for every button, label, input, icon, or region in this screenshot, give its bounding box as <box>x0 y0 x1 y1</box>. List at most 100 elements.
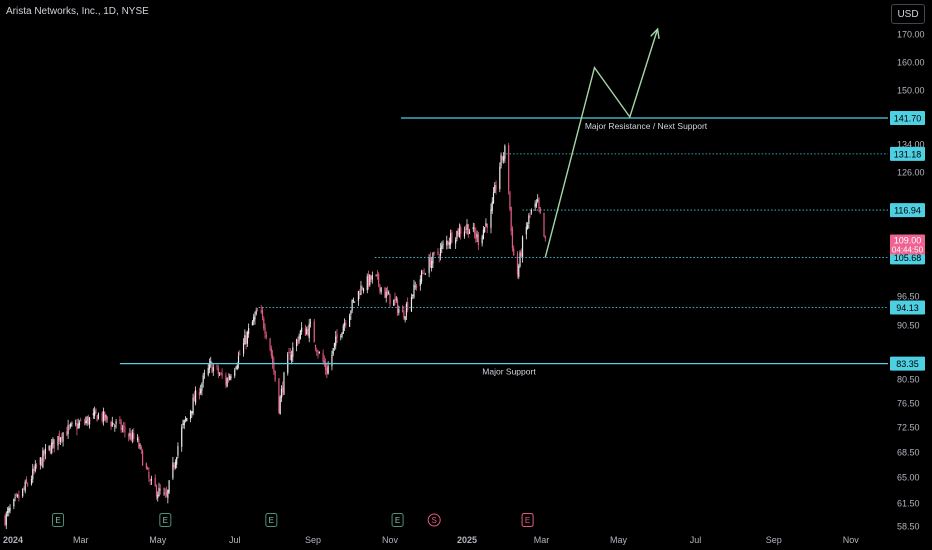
candle-body <box>458 228 461 237</box>
svg-text:E: E <box>525 516 530 525</box>
candle-body <box>123 426 125 428</box>
candle-body <box>158 488 160 497</box>
candle-body <box>33 468 35 471</box>
candle-body <box>457 228 459 236</box>
candle-body <box>438 256 440 258</box>
candle-body <box>316 350 318 353</box>
candle-body <box>48 445 50 450</box>
candle-body <box>13 499 15 507</box>
candle-body <box>75 423 77 425</box>
candle-body <box>380 287 382 293</box>
candle-body <box>112 423 115 425</box>
candle-body <box>333 342 336 348</box>
candle-body <box>386 290 389 294</box>
candle-body <box>525 227 527 235</box>
candle-body <box>289 352 291 361</box>
candle-body <box>309 322 312 324</box>
candle-body <box>283 372 285 395</box>
candle-body <box>202 375 204 383</box>
candle-body <box>85 420 87 423</box>
candle-body <box>342 325 344 334</box>
candle-body <box>396 299 399 314</box>
candle-body <box>327 365 329 374</box>
level-price-label: 105.68 <box>894 253 922 263</box>
candle-body <box>323 360 325 365</box>
candle-body <box>317 353 319 355</box>
candle-body <box>32 468 34 480</box>
candle-body <box>230 376 232 379</box>
candle-body <box>150 479 153 481</box>
candle-body <box>455 239 457 244</box>
candle-body <box>485 223 487 227</box>
candle-body <box>52 439 54 444</box>
candle-body <box>352 299 354 302</box>
candle-body <box>465 229 467 230</box>
candle-body <box>389 294 391 305</box>
candle-body <box>157 494 159 499</box>
currency-button[interactable]: USD <box>891 4 925 24</box>
candle-body <box>106 417 108 420</box>
y-tick-label: 65.00 <box>897 473 920 483</box>
candle-body <box>184 419 187 421</box>
earnings-event-icon[interactable]: E <box>159 513 172 527</box>
candle-body <box>218 374 221 376</box>
earnings-event-icon[interactable]: E <box>391 513 404 527</box>
candle-body <box>336 334 338 338</box>
candle-body <box>265 335 267 338</box>
candle-body <box>164 493 166 494</box>
earnings-event-icon[interactable]: E <box>52 513 65 527</box>
candle-body <box>119 419 121 421</box>
candle-body <box>248 328 250 334</box>
candle-body <box>274 370 276 381</box>
split-event-icon[interactable]: S <box>427 513 441 527</box>
candle-body <box>535 202 538 206</box>
candle-body <box>207 367 209 375</box>
candle-body <box>442 243 444 246</box>
candle-body <box>516 253 519 275</box>
candle-body <box>133 432 135 439</box>
candle-body <box>17 494 19 497</box>
candle-body <box>9 507 11 511</box>
candle-body <box>495 185 497 190</box>
candle-body <box>345 322 347 325</box>
earnings-event-icon[interactable]: E <box>265 513 278 527</box>
candle-body <box>467 224 469 236</box>
candle-body <box>297 340 299 344</box>
candle-body <box>340 336 342 337</box>
candle-body <box>235 367 237 369</box>
earnings-event-icon[interactable]: E <box>521 513 534 527</box>
candle-body <box>484 227 486 233</box>
candle-body <box>282 386 284 393</box>
candle-body <box>343 322 346 327</box>
candle-body <box>278 378 280 413</box>
candle-body <box>78 422 81 426</box>
candle-body <box>475 232 477 239</box>
x-tick-label: Jul <box>229 535 241 545</box>
candle-body <box>165 491 168 497</box>
level-price-tag <box>890 146 925 161</box>
candle-body <box>538 197 540 209</box>
candle-body <box>415 285 418 289</box>
candle-body <box>39 457 41 465</box>
candle-body <box>110 422 112 427</box>
projection-path <box>544 28 659 258</box>
candle-body <box>211 362 213 373</box>
candle-body <box>96 415 98 422</box>
candle-body <box>270 348 272 356</box>
candle-body <box>155 485 158 497</box>
candle-body <box>34 464 36 472</box>
candle-body <box>181 427 183 447</box>
candle-body <box>491 201 493 211</box>
candle-body <box>510 207 512 231</box>
candle-body <box>357 290 360 301</box>
y-tick-label: 134.00 <box>897 140 925 150</box>
candle-body <box>264 327 266 334</box>
candle-body <box>412 294 414 296</box>
candle-body <box>476 234 478 238</box>
candle-body <box>22 488 24 497</box>
candle-body <box>379 284 381 292</box>
x-tick-label: 2024 <box>3 535 23 545</box>
candle-body <box>101 412 103 422</box>
candle-body <box>92 413 94 416</box>
